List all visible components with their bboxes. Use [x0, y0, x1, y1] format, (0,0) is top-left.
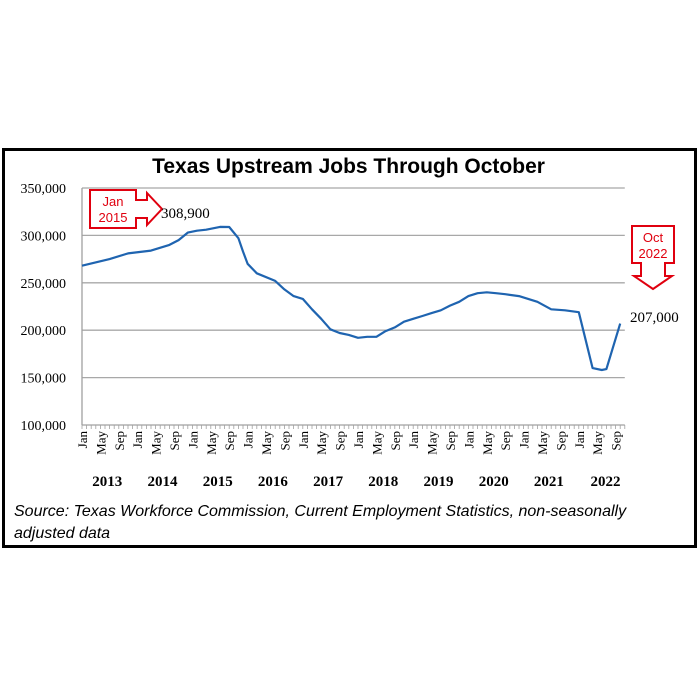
x-year-label: 2018	[368, 474, 398, 490]
x-month-label: Jan	[572, 431, 587, 449]
x-month-label: Sep	[443, 431, 458, 451]
peak-label-year: 2015	[99, 210, 128, 225]
x-month-label: Jan	[461, 431, 476, 449]
chart-title: Texas Upstream Jobs Through October	[152, 155, 545, 178]
x-month-label: Jan	[75, 431, 90, 449]
x-month-label: Jan	[130, 431, 145, 449]
y-tick-label: 200,000	[21, 324, 67, 339]
x-month-label: May	[204, 431, 219, 455]
x-month-label: May	[480, 431, 495, 455]
x-year-label: 2013	[92, 474, 122, 490]
x-month-label: Jan	[351, 431, 366, 449]
latest-value: 207,000	[630, 310, 679, 326]
y-tick-label: 300,000	[21, 229, 67, 244]
x-year-label: 2015	[203, 474, 233, 490]
y-axis: 100,000 150,000 200,000 250,000 300,000 350,0…	[21, 182, 83, 434]
x-year-label: 2017	[313, 474, 344, 490]
x-month-label: May	[259, 431, 274, 455]
x-month-label: Sep	[333, 431, 348, 451]
y-tick-label: 100,000	[21, 419, 67, 434]
x-month-label: Sep	[388, 431, 403, 451]
x-month-label: May	[314, 431, 329, 455]
peak-label-month: Jan	[103, 194, 124, 209]
x-month-label: May	[369, 431, 384, 455]
x-month-label: May	[93, 431, 108, 455]
peak-value: 308,900	[161, 206, 210, 222]
x-month-label: Sep	[553, 431, 568, 451]
source-note: Source: Texas Workforce Commission, Curr…	[14, 503, 627, 542]
x-month-label: Sep	[222, 431, 237, 451]
x-month-label: Jan	[241, 431, 256, 449]
x-year-label: 2016	[258, 474, 289, 490]
x-month-label: May	[425, 431, 440, 455]
latest-label-month: Oct	[643, 230, 664, 245]
down-arrow-callout-icon	[630, 225, 676, 291]
x-month-label: Jan	[296, 431, 311, 449]
x-year-label: 2022	[591, 474, 621, 490]
x-year-label: 2021	[534, 474, 564, 490]
gridlines	[82, 187, 625, 426]
x-month-label: Sep	[167, 431, 182, 451]
x-month-label: Sep	[609, 431, 624, 451]
x-year-label: 2020	[479, 474, 509, 490]
x-month-label: Jan	[517, 431, 532, 449]
latest-label-year: 2022	[639, 246, 668, 261]
x-year-label: 2014	[148, 474, 179, 490]
latest-annotation: Oct 2022 207,000	[630, 225, 679, 326]
y-tick-label: 350,000	[21, 182, 67, 197]
x-month-label: Sep	[112, 431, 127, 451]
x-year-label: 2019	[424, 474, 454, 490]
x-month-label: Jan	[406, 431, 421, 449]
right-arrow-callout-icon	[89, 189, 164, 229]
x-month-label: May	[590, 431, 605, 455]
y-tick-label: 250,000	[21, 277, 67, 292]
x-month-label: May	[149, 431, 164, 455]
y-tick-label: 150,000	[21, 372, 67, 387]
x-month-label: Sep	[277, 431, 292, 451]
peak-annotation: Jan 2015 308,900	[89, 189, 210, 229]
x-month-label: May	[535, 431, 550, 455]
x-month-label: Jan	[185, 431, 200, 449]
jobs-line-series	[81, 225, 622, 372]
x-month-label: Sep	[498, 431, 513, 451]
